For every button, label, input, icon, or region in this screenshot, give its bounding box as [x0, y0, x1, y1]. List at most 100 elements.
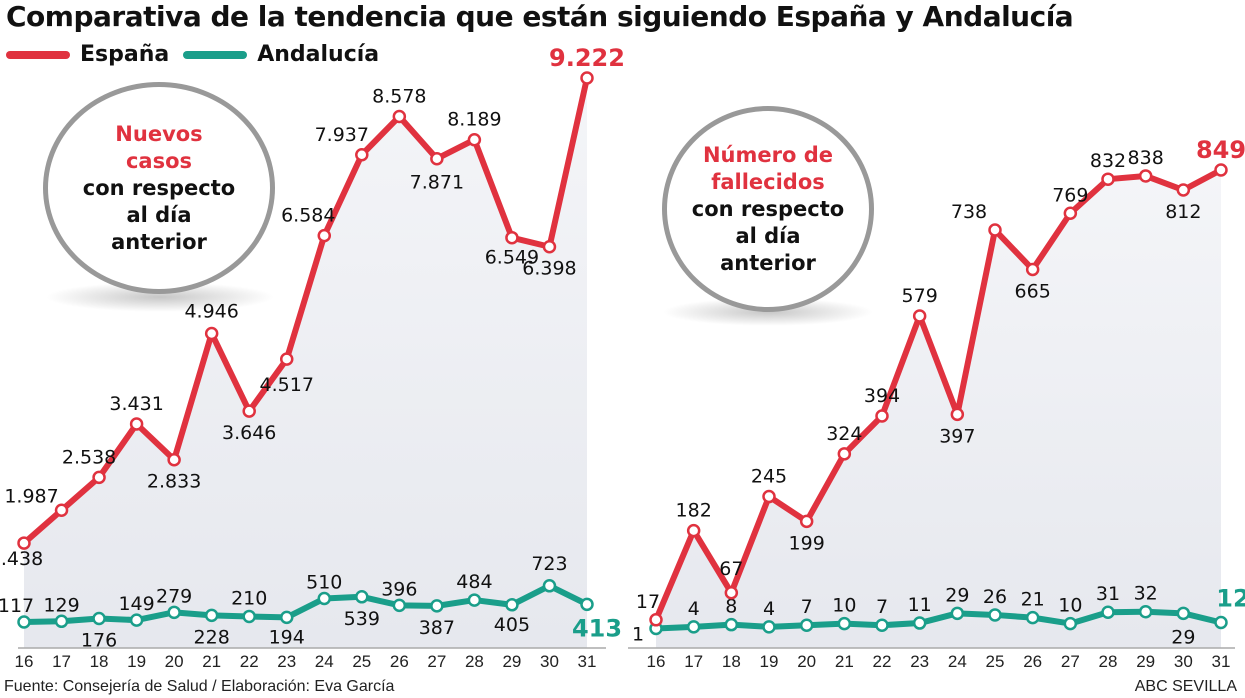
data-point-espana: [1101, 172, 1115, 186]
data-label-espana: 324: [826, 423, 862, 445]
data-label-espana: 245: [751, 466, 787, 488]
data-point-espana: [317, 228, 332, 243]
data-label-andalucia: 21: [1021, 589, 1045, 611]
data-point-andalucia: [17, 615, 31, 629]
annotation-line: Número de: [702, 142, 834, 167]
data-point-andalucia: [467, 593, 482, 607]
data-label-andalucia: 176: [81, 629, 117, 651]
x-tick-label: 30: [1174, 652, 1193, 671]
x-tick-label: 25: [986, 652, 1005, 671]
data-point-espana: [1063, 206, 1078, 221]
data-label-espana: 812: [1165, 201, 1201, 223]
data-point-espana: [279, 352, 294, 366]
x-tick-label: 31: [578, 652, 597, 671]
data-label-espana: 6.398: [522, 258, 576, 280]
data-label-andalucia: 29: [945, 584, 969, 606]
data-label-espana: 2.538: [62, 446, 116, 468]
x-tick-label: 19: [760, 652, 779, 671]
data-point-espana: [724, 586, 739, 600]
data-point-espana: [242, 404, 256, 418]
data-point-espana: [686, 523, 701, 538]
series-line-espana: [653, 167, 1223, 621]
data-point-espana: [1176, 183, 1191, 197]
data-label-andalucia: 510: [306, 572, 342, 594]
data-label-espana: 579: [902, 285, 938, 307]
data-label-espana: 8.578: [372, 85, 426, 107]
data-label-espana: 6.549: [485, 247, 539, 269]
data-label-espana: 3.646: [222, 422, 276, 444]
data-label-espana: 397: [939, 425, 975, 447]
legend-item-andalucia: Andalucía: [183, 42, 379, 67]
data-label-andalucia: 405: [494, 614, 530, 636]
data-point-andalucia: [724, 617, 739, 632]
data-label-andalucia: 149: [118, 593, 154, 615]
data-label-espana: 182: [676, 500, 712, 522]
data-label-andalucia: 10: [832, 595, 856, 617]
data-label-espana: 665: [1015, 280, 1051, 302]
chart-title: Comparativa de la tendencia que están si…: [6, 0, 1074, 33]
x-tick-label: 29: [1136, 652, 1155, 671]
series-line-espana: [22, 77, 590, 546]
x-tick-label: 24: [315, 652, 334, 671]
data-label-espana: 17: [636, 591, 660, 613]
data-label-andalucia: 11: [908, 594, 932, 616]
x-tick-label: 31: [1212, 652, 1231, 671]
data-point-andalucia: [542, 579, 557, 593]
x-tick-label: 18: [90, 652, 109, 671]
data-label-espana: 6.584: [281, 205, 335, 227]
data-label-andalucia: 194: [269, 626, 305, 648]
annotation-line: Nuevos: [115, 121, 203, 146]
data-point-espana: [649, 613, 663, 627]
x-tick-label: 24: [948, 652, 967, 671]
x-tick-label: 26: [390, 652, 409, 671]
data-label-espana: 4.517: [260, 374, 314, 396]
annotation-line: al día: [126, 202, 192, 227]
x-tick-label: 23: [277, 652, 296, 671]
data-point-espana: [1025, 262, 1040, 277]
x-tick-label: 21: [202, 652, 221, 671]
x-tick-label: 16: [15, 652, 34, 671]
annotation-bubble-deaths: Número de fallecidos con respecto al día…: [662, 106, 874, 312]
x-tick-label: 20: [165, 652, 184, 671]
legend-label: Andalucía: [257, 42, 380, 67]
data-point-espana: [505, 230, 519, 245]
data-label-andalucia: 228: [194, 626, 230, 648]
legend-swatch-andalucia: [183, 50, 248, 59]
data-label-espana: 838: [1128, 147, 1164, 169]
x-tick-label: 23: [910, 652, 929, 671]
data-point-andalucia: [580, 597, 594, 612]
data-label-andalucia: 8: [725, 596, 737, 618]
data-point-espana: [204, 326, 219, 341]
annotation-line: con respecto: [691, 196, 845, 221]
data-point-espana: [580, 71, 594, 85]
data-label-espana: 849: [1196, 136, 1245, 164]
data-point-andalucia: [837, 616, 852, 631]
legend-item-espana: España: [6, 42, 169, 67]
data-label-espana: 769: [1052, 184, 1088, 206]
data-label-andalucia: 279: [156, 585, 192, 607]
data-label-andalucia: 4: [763, 598, 775, 620]
data-label-espana: 199: [789, 532, 825, 554]
x-tick-label: 28: [465, 652, 484, 671]
data-point-andalucia: [1025, 610, 1040, 625]
data-point-andalucia: [912, 616, 927, 630]
data-point-espana: [129, 417, 144, 431]
data-label-andalucia: 26: [983, 586, 1007, 608]
data-label-espana: 2.833: [147, 471, 201, 493]
data-label-espana: 738: [951, 201, 987, 223]
data-label-espana: 7.871: [410, 172, 464, 194]
data-point-espana: [1214, 163, 1228, 177]
data-label-andalucia: 129: [43, 594, 79, 616]
data-label-andalucia: 10: [1058, 595, 1082, 617]
annotation-line: con respecto: [82, 175, 236, 200]
x-tick-label: 25: [352, 652, 371, 671]
data-label-andalucia: 7: [876, 596, 888, 618]
source-note: Fuente: Consejería de Salud / Elaboració…: [4, 678, 395, 695]
data-label-andalucia: 7: [801, 596, 813, 618]
data-point-espana: [1138, 169, 1153, 183]
x-tick-label: 28: [1099, 652, 1118, 671]
data-point-espana: [392, 109, 407, 124]
x-tick-label: 17: [684, 652, 703, 671]
data-label-andalucia: 1: [632, 623, 644, 645]
data-point-andalucia: [167, 605, 181, 620]
